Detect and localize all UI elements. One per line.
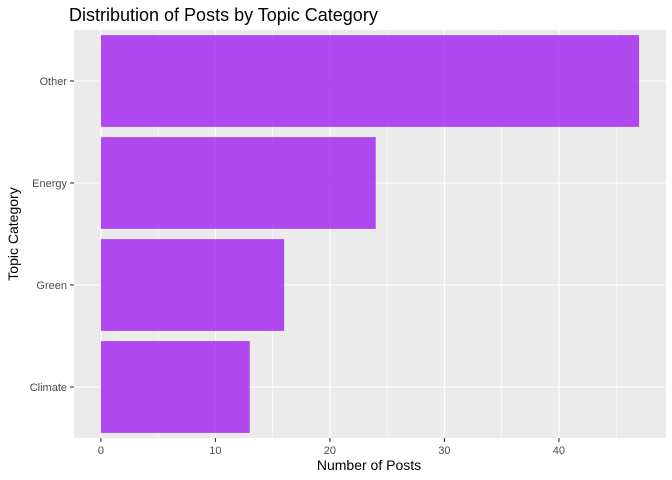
axis-ticks: 0 10 20 30 40 Climate Green Energy Other xyxy=(30,76,565,457)
x-tick-label: 20 xyxy=(324,445,336,457)
x-tick-label: 0 xyxy=(98,445,104,457)
x-tick-label: 30 xyxy=(438,445,450,457)
y-tick-label: Energy xyxy=(32,178,67,190)
bar-climate xyxy=(100,341,250,433)
bar-green xyxy=(100,239,285,331)
bar-energy xyxy=(100,137,376,229)
x-tick-label: 40 xyxy=(553,445,565,457)
y-axis-title: Topic Category xyxy=(5,187,21,280)
x-axis-title: Number of Posts xyxy=(317,457,421,473)
bar-other xyxy=(100,35,640,127)
y-tick-label: Climate xyxy=(30,382,67,394)
bars xyxy=(100,35,640,433)
y-tick-label: Other xyxy=(39,76,67,88)
chart-title: Distribution of Posts by Topic Category xyxy=(69,5,378,25)
y-tick-label: Green xyxy=(36,280,67,292)
x-tick-label: 10 xyxy=(209,445,221,457)
